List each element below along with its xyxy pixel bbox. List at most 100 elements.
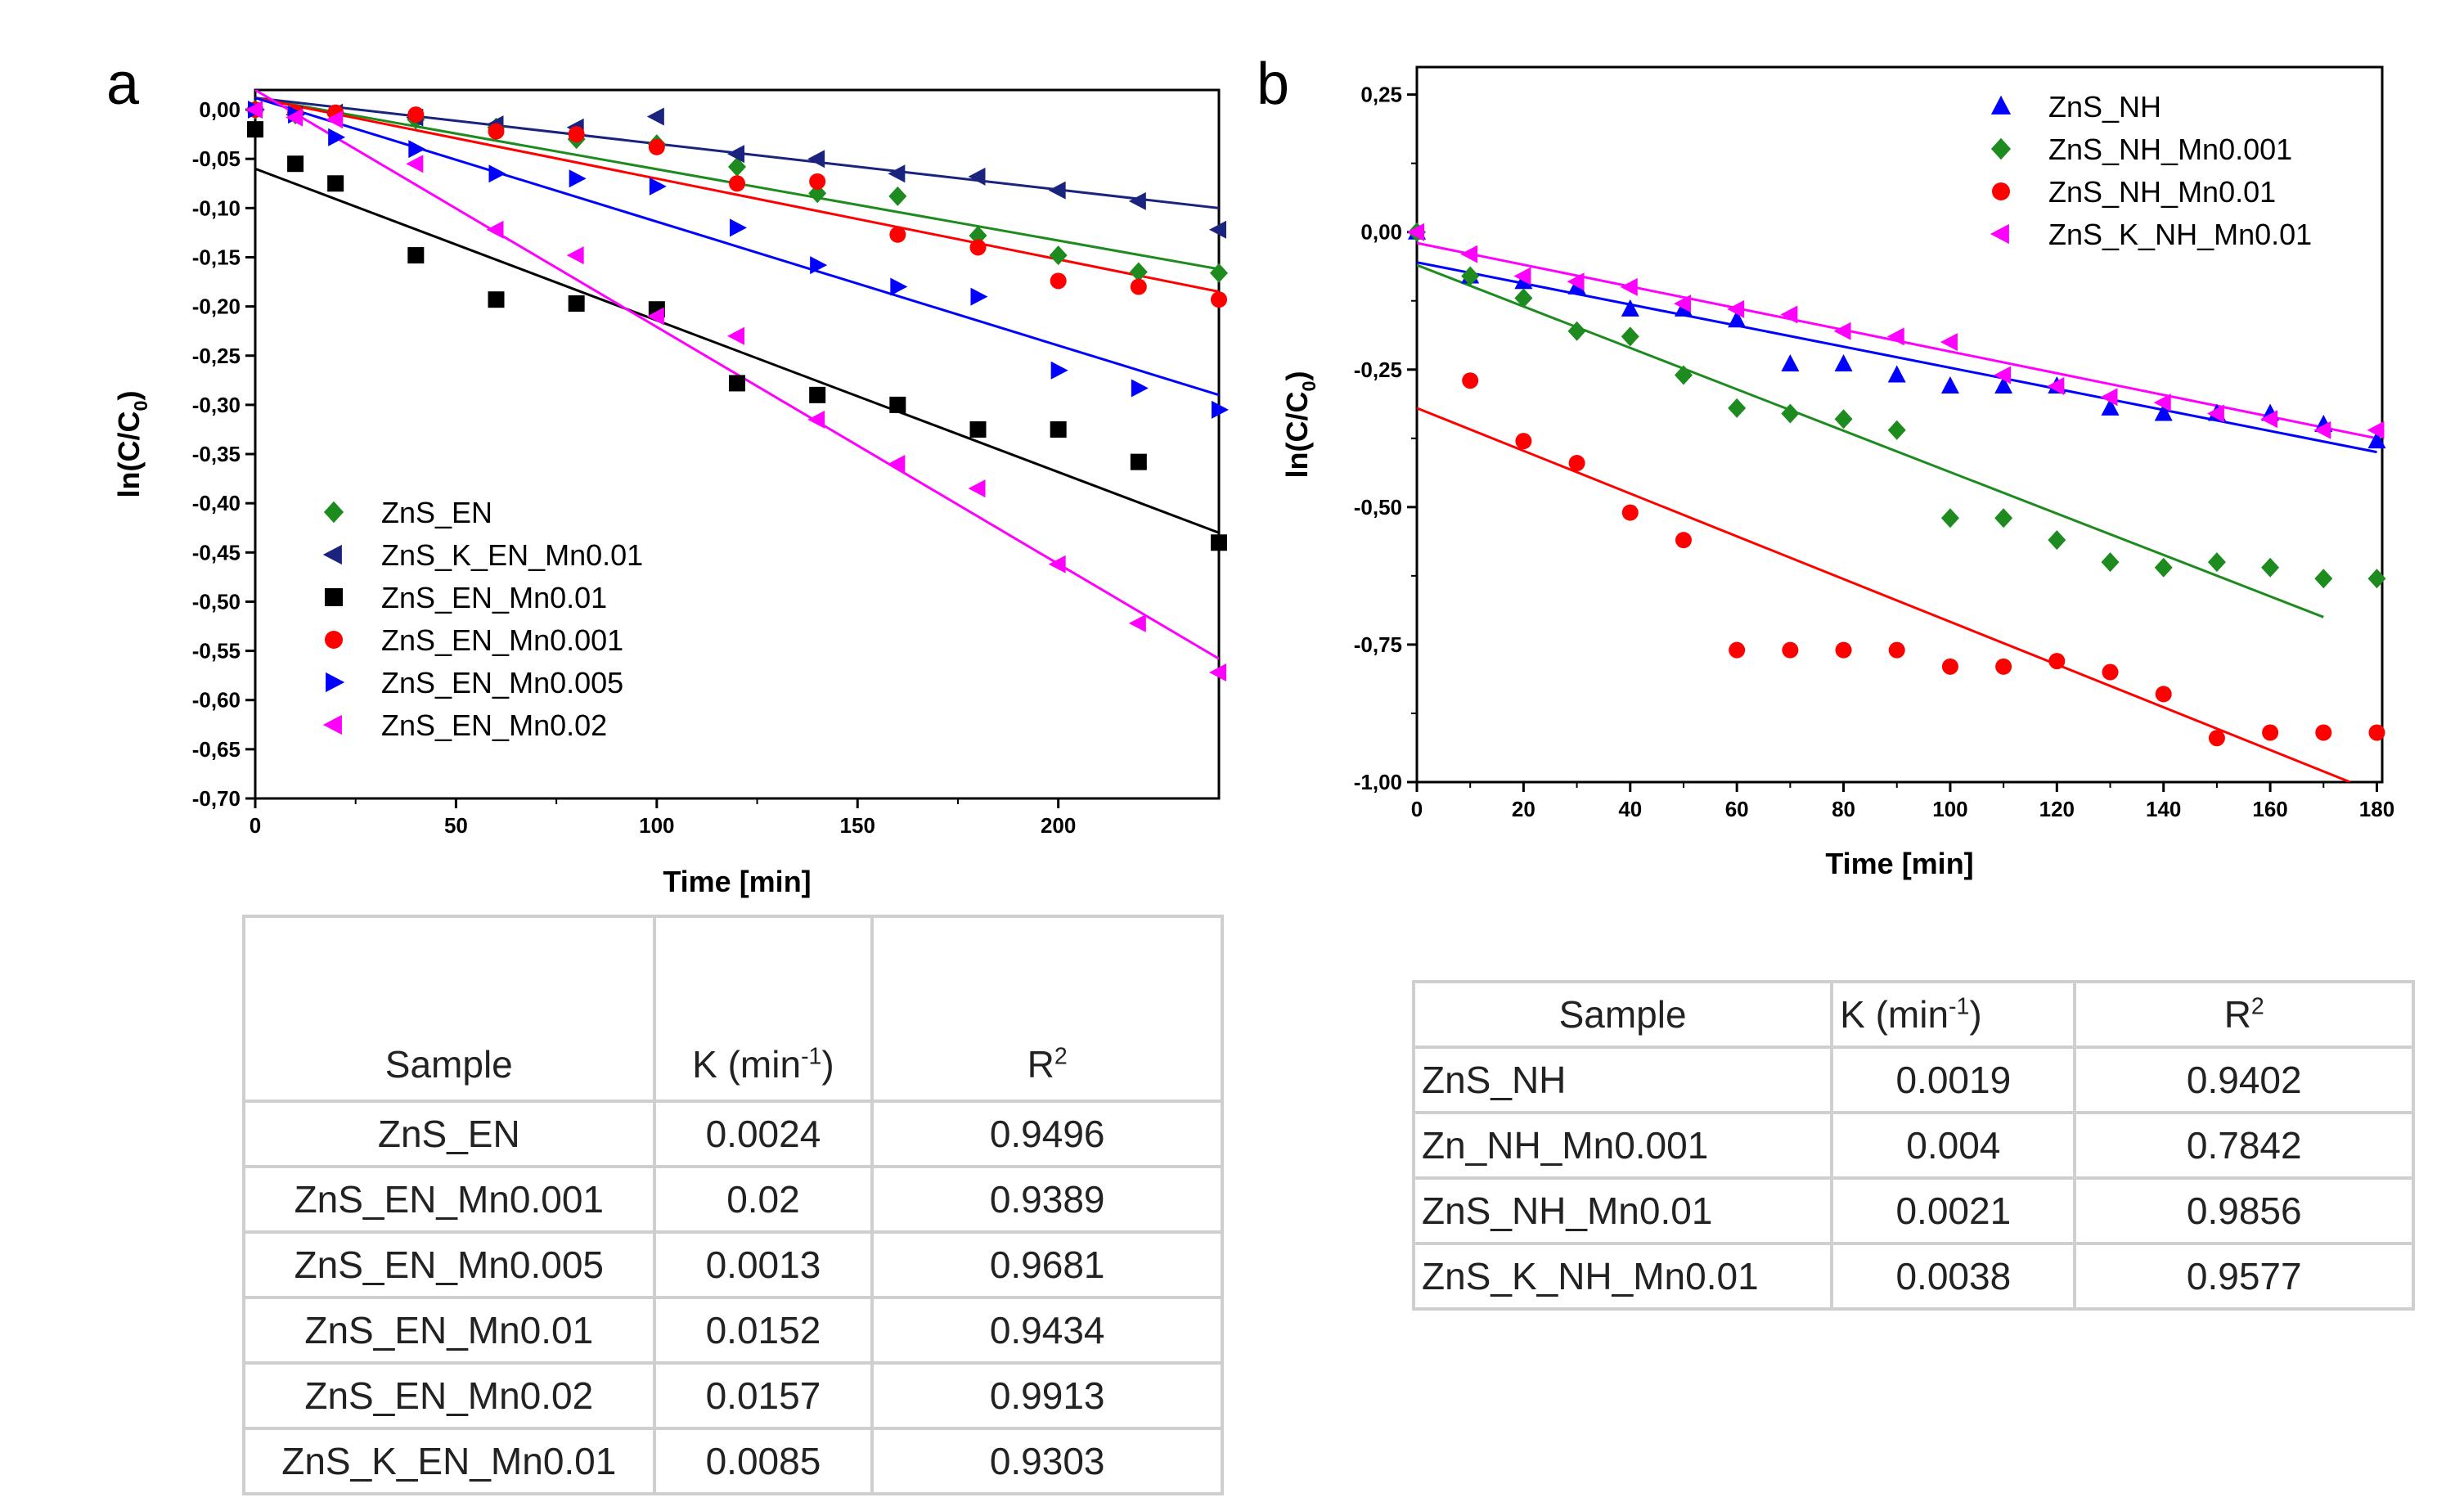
marker-square xyxy=(1211,534,1227,551)
table-row: ZnS_EN 0.0024 0.9496 xyxy=(242,1100,1224,1168)
marker-circle xyxy=(1211,291,1227,308)
marker-triangle-left xyxy=(1780,305,1798,324)
cell-r2: 0.9402 xyxy=(2073,1046,2415,1114)
fit-line-ZnS_NH_Mn0.01 xyxy=(1417,407,2351,782)
panel-label-a: a xyxy=(106,52,140,117)
marker-triangle-right xyxy=(970,287,988,306)
marker-diamond xyxy=(969,226,987,246)
marker-circle xyxy=(1782,641,1799,659)
marker-diamond xyxy=(1994,508,2013,528)
series-ZnS_EN_Mn0.001 xyxy=(247,101,1227,308)
marker-triangle-left xyxy=(1048,555,1066,573)
marker-triangle-left xyxy=(245,101,263,119)
y-axis-label-sub: 0 xyxy=(130,401,151,411)
marker-triangle-left xyxy=(2153,393,2171,412)
marker-diamond xyxy=(1129,262,1148,282)
marker-square xyxy=(969,420,987,438)
marker-triangle-up xyxy=(1621,299,1639,317)
table-row: ZnS_NH 0.0019 0.9402 xyxy=(1411,1046,2415,1114)
marker-triangle-left xyxy=(322,544,342,565)
header-k-sup: -1 xyxy=(801,1043,822,1070)
marker-triangle-left xyxy=(968,479,986,498)
x-axis-label: Time [min] xyxy=(1825,847,1973,880)
marker-triangle-left xyxy=(727,326,744,345)
cell-sample: ZnS_EN_Mn0.02 xyxy=(242,1361,656,1430)
marker-square xyxy=(1050,420,1067,438)
x-tick-label: 100 xyxy=(1932,797,1967,821)
marker-triangle-left xyxy=(2313,420,2331,439)
cell-sample: ZnS_K_NH_Mn0.01 xyxy=(1411,1242,1834,1311)
marker-triangle-up xyxy=(1994,376,2013,393)
marker-triangle-left xyxy=(1673,295,1691,313)
x-tick-label: 50 xyxy=(444,813,468,838)
marker-circle xyxy=(407,106,425,124)
marker-circle xyxy=(1675,532,1692,549)
table-row: ZnS_EN_Mn0.005 0.0013 0.9681 xyxy=(242,1230,1224,1299)
marker-triangle-left xyxy=(1940,333,1958,352)
y-tick-label: -0,20 xyxy=(192,295,241,319)
marker-circle xyxy=(2102,663,2119,681)
marker-square xyxy=(809,386,826,403)
y-tick-label: 0,25 xyxy=(1360,83,1402,107)
cell-k: 0.0157 xyxy=(652,1361,875,1430)
marker-diamond xyxy=(1834,409,1853,429)
legend-label: ZnS_NH xyxy=(2048,90,2161,124)
table-header-row: Sample K (min-1) R2 xyxy=(242,915,1224,1103)
header-k: K (min-1) xyxy=(1830,980,2077,1049)
marker-diamond xyxy=(728,156,746,177)
header-k-sup: -1 xyxy=(1949,993,1970,1020)
marker-triangle-up xyxy=(1781,354,1800,372)
marker-circle xyxy=(889,226,906,243)
y-axis-label-close: ) xyxy=(1280,371,1314,381)
marker-square xyxy=(247,121,263,138)
cell-r2: 0.9913 xyxy=(870,1361,1224,1430)
fit-line-ZnS_EN_Mn0.01 xyxy=(255,167,1219,534)
marker-triangle-right xyxy=(649,177,667,196)
x-tick-label: 40 xyxy=(1618,797,1642,821)
marker-triangle-up xyxy=(1834,354,1853,372)
x-tick-label: 180 xyxy=(2359,797,2394,821)
cell-sample: ZnS_EN_Mn0.005 xyxy=(242,1230,656,1299)
cell-k: 0.0152 xyxy=(652,1296,875,1365)
marker-square xyxy=(325,588,343,606)
cell-sample: ZnS_EN_Mn0.01 xyxy=(242,1296,656,1365)
panel-label-b: b xyxy=(1257,52,1290,117)
table-row: ZnS_K_EN_Mn0.01 0.0085 0.9303 xyxy=(242,1427,1224,1495)
table-a: Sample K (min-1) R2 ZnS_EN 0.0024 0.9496 Zn… xyxy=(242,915,1224,1495)
marker-triangle-up xyxy=(1940,376,1959,393)
marker-circle xyxy=(1515,433,1532,450)
marker-diamond xyxy=(1781,403,1800,424)
header-k-close: ) xyxy=(1969,993,1982,1036)
marker-triangle-right xyxy=(1212,400,1229,419)
legend-label: ZnS_NH_Mn0.001 xyxy=(2048,133,2292,166)
y-axis-label-text: ln(C/C0) xyxy=(112,391,151,498)
marker-circle xyxy=(2315,724,2332,741)
marker-triangle-right xyxy=(810,256,828,275)
marker-triangle-right xyxy=(408,140,426,159)
marker-diamond xyxy=(1049,245,1068,266)
chart-b: 0 20 40 60 80 100 120 140 160 180 0,25 0,00 -0,25 -0,… xyxy=(1280,65,2394,880)
y-axis-label-main: ln(C/C xyxy=(1280,392,1314,479)
marker-diamond xyxy=(1990,137,2012,160)
marker-diamond xyxy=(1940,508,1959,528)
y-axis-label-main: ln(C/C xyxy=(112,411,146,498)
y-axis-label-text: ln(C/C0) xyxy=(1280,371,1320,479)
marker-circle xyxy=(1992,182,2010,200)
series-ZnS_NH_Mn0.001 xyxy=(1408,222,2386,589)
x-tick-label: 20 xyxy=(1512,797,1536,821)
marker-circle xyxy=(1888,641,1905,659)
marker-circle xyxy=(2048,653,2066,670)
x-tick-label: 150 xyxy=(840,813,875,838)
legend-label: ZnS_NH_Mn0.01 xyxy=(2048,175,2276,209)
series-ZnS_EN_Mn0.01 xyxy=(247,121,1227,551)
y-tick-label: -0,30 xyxy=(192,393,241,417)
y-tick-label: -0,60 xyxy=(192,688,241,713)
cell-r2: 0.9389 xyxy=(870,1165,1224,1234)
x-axis-label: Time [min] xyxy=(663,865,811,898)
marker-circle xyxy=(1621,504,1639,521)
series-ZnS_NH_Mn0.01 xyxy=(1462,372,2385,747)
header-r-text: R xyxy=(1027,1043,1054,1086)
chart-a: 0 50 100 150 200 0,00 -0,05 -0,10 -0,15 -0,20 -0,2… xyxy=(112,88,1229,898)
marker-circle xyxy=(488,123,505,140)
